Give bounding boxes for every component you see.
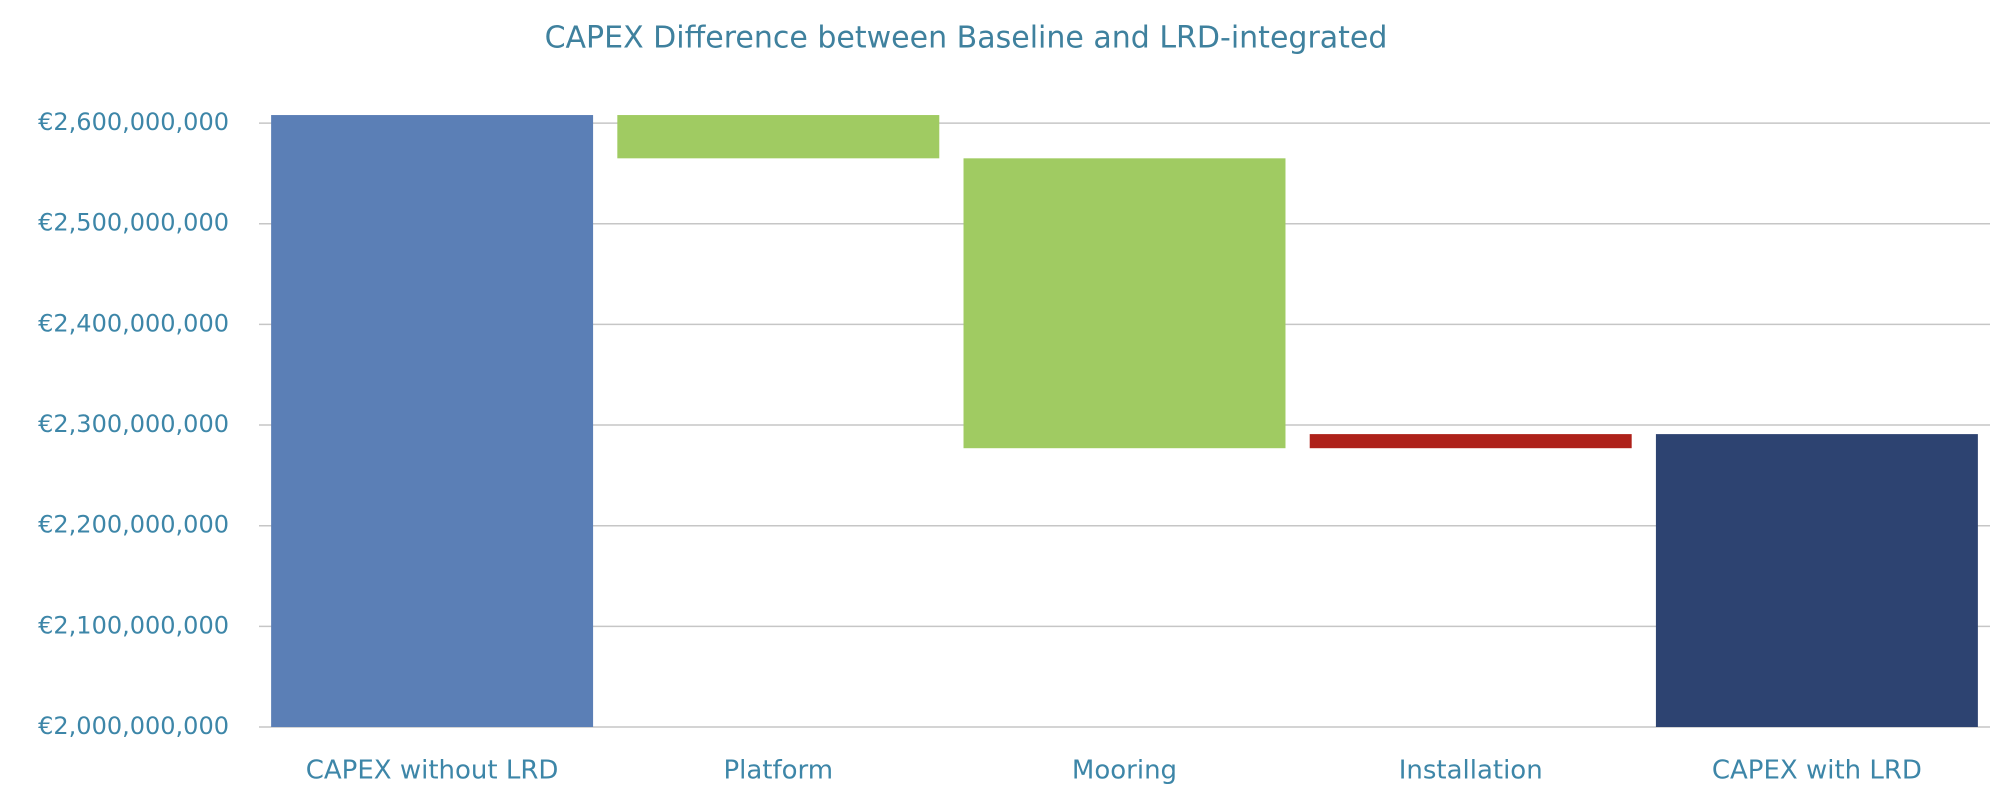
x-tick-label: CAPEX without LRD — [306, 756, 559, 786]
x-tick-label: Platform — [723, 756, 833, 786]
x-tick-label: Mooring — [1072, 756, 1177, 786]
y-tick-label: €2,400,000,000 — [38, 309, 229, 337]
y-tick-label: €2,200,000,000 — [38, 511, 229, 539]
x-tick-label: Installation — [1399, 756, 1543, 786]
y-tick-label: €2,500,000,000 — [38, 209, 229, 237]
y-tick-label: €2,300,000,000 — [38, 410, 229, 438]
y-tick-label: €2,000,000,000 — [38, 712, 229, 740]
bar — [617, 115, 940, 159]
y-tick-label: €2,100,000,000 — [38, 611, 229, 639]
bar — [963, 158, 1286, 449]
bar — [1309, 434, 1632, 449]
chart-title: CAPEX Difference between Baseline and LR… — [545, 21, 1388, 56]
bar — [271, 115, 594, 727]
y-tick-label: €2,600,000,000 — [38, 108, 229, 136]
x-tick-label: CAPEX with LRD — [1712, 756, 1922, 786]
bar — [1655, 434, 1978, 727]
